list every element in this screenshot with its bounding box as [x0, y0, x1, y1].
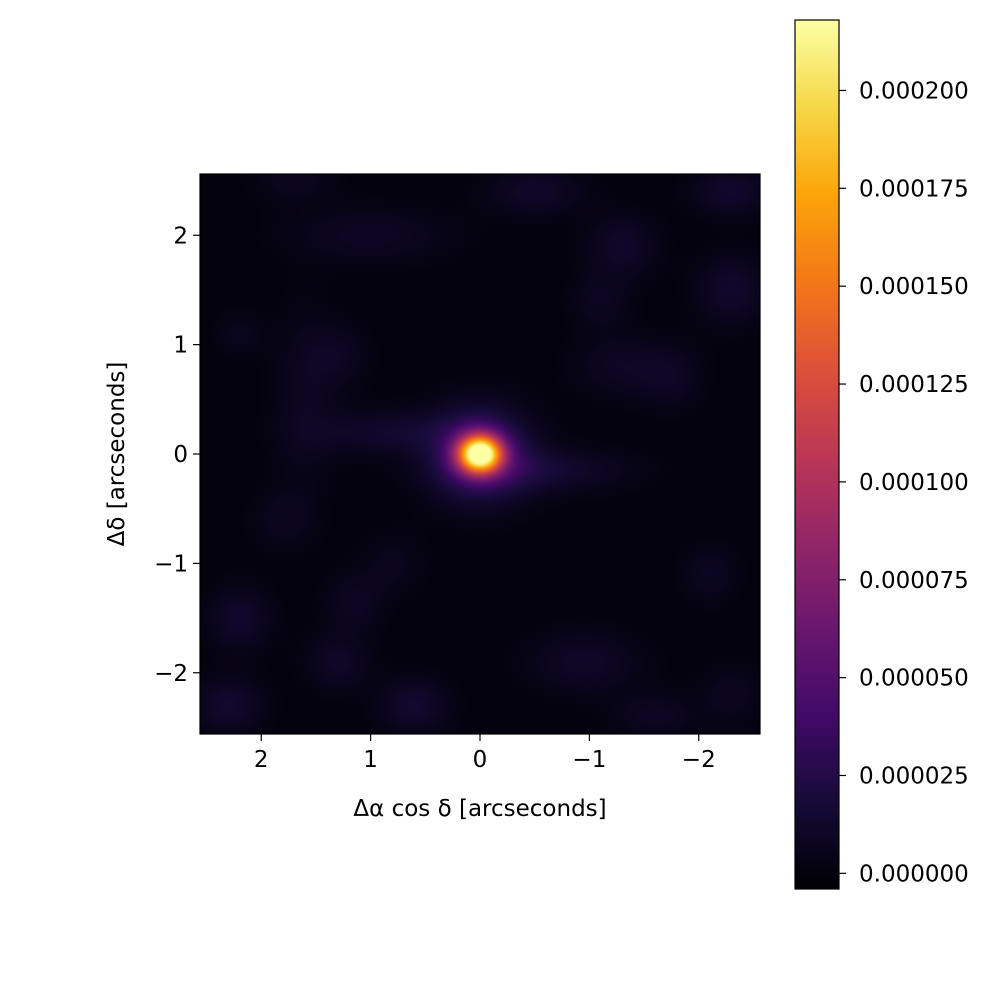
x-tick-label: −1	[572, 747, 606, 773]
y-axis-ticks: 2 1 0 −1 −2	[154, 223, 200, 687]
y-axis-label: Δδ [arcseconds]	[104, 362, 130, 547]
x-tick-label: 1	[363, 747, 378, 773]
y-tick-label: −2	[154, 661, 188, 687]
colorbar-tick-label: 0.000075	[859, 568, 969, 594]
x-axis-label: Δα cos δ [arcseconds]	[353, 796, 606, 822]
colorbar-tick-label: 0.000050	[859, 666, 969, 692]
y-tick-label: −1	[154, 551, 188, 577]
colorbar-tick-label: 0.000100	[859, 470, 969, 496]
colorbar-tick-label: 0.000025	[859, 763, 969, 789]
colorbar-image	[795, 20, 839, 889]
colorbar-tick-label: 0.000125	[859, 372, 969, 398]
x-tick-label: 0	[473, 747, 488, 773]
colorbar-tick-label: 0.000150	[859, 274, 969, 300]
x-axis-ticks: 2 1 0 −1 −2	[254, 734, 716, 773]
heatmap-image	[200, 174, 760, 734]
colorbar-ticks: 0.000000 0.000025 0.000050 0.000075 0.000100…	[839, 78, 969, 887]
colorbar-tick-label: 0.000175	[859, 176, 969, 202]
colorbar-tick-label: 0.000000	[859, 861, 969, 887]
colorbar-frame	[794, 19, 840, 890]
y-tick-label: 2	[173, 223, 188, 249]
y-tick-label: 0	[173, 442, 188, 468]
x-tick-label: 2	[254, 747, 269, 773]
colorbar-tick-label: 0.000200	[859, 78, 969, 104]
x-tick-label: −2	[682, 747, 716, 773]
y-tick-label: 1	[173, 333, 188, 359]
